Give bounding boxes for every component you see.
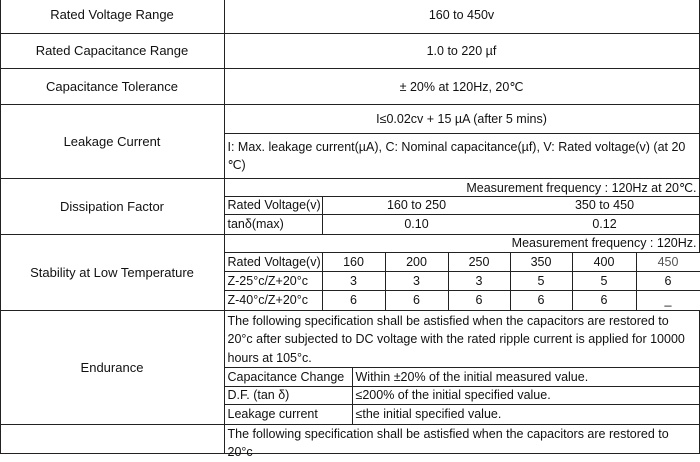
stability-header-cell: 350 [510,252,573,272]
endurance-item-value: ≤the initial specified value. [352,404,700,425]
voltage-range-2: 350 to 450 [575,198,634,212]
stability-cell: 3 [322,271,386,291]
stability-header-cell: Rated Voltage(v) [224,252,323,272]
stability-header-cell: 400 [572,252,637,272]
stability-frequency: Measurement frequency : 120Hz. [224,234,700,253]
voltage-range-1: 160 to 250 [387,198,446,212]
endurance-label: Endurance [0,310,225,425]
tolerance-value: ± 20% at 120Hz, 20℃ [224,68,700,105]
stability-cell: 6 [636,271,700,291]
stability-cell: 5 [572,271,637,291]
next-text: The following specification shall be ast… [224,424,700,454]
dissipation-frequency: Measurement frequency : 120Hz at 20℃. [224,178,700,197]
dissipation-label: Dissipation Factor [0,178,225,235]
leakage-formula: I≤0.02cv + 15 µA (after 5 mins) [224,104,700,134]
endurance-item-label: Leakage current [224,404,353,425]
stability-cell: 5 [510,271,573,291]
tolerance-label: Capacitance Tolerance [0,68,225,105]
endurance-item-value: Within ±20% of the initial measured valu… [352,367,700,387]
endurance-text: The following specification shall be ast… [224,310,700,368]
capacitance-value: 1.0 to 220 µf [224,33,700,69]
voltage-value: 160 to 450v [224,0,700,34]
stability-header-cell: 200 [385,252,449,272]
endurance-item-label: Capacitance Change [224,367,353,387]
tand-value-1: 0.10 [404,217,428,231]
endurance-item-value: ≤200% of the initial specified value. [352,386,700,405]
stability-label: Stability at Low Temperature [0,234,225,311]
stability-cell: _ [636,290,700,311]
stability-cell: 6 [572,290,637,311]
stability-cell: 6 [322,290,386,311]
stability-cell: 6 [448,290,511,311]
dissipation-header-label: Rated Voltage(v) [224,196,323,215]
stability-cell: 3 [385,271,449,291]
next-label [0,424,225,454]
stability-cell: Z-25°c/Z+20°c [224,271,323,291]
stability-cell: 6 [510,290,573,311]
stability-header-cell: 250 [448,252,511,272]
stability-cell: 6 [385,290,449,311]
tand-value-2: 0.12 [592,217,616,231]
stability-cell: Z-40°c/Z+20°c [224,290,323,311]
stability-cell: 3 [448,271,511,291]
endurance-item-label: D.F. (tan δ) [224,386,353,405]
leakage-label: Leakage Current [0,104,225,179]
capacitance-label: Rated Capacitance Range [0,33,225,69]
stability-header-cell: 160 [322,252,386,272]
tand-label: tanδ(max) [224,214,323,235]
stability-header-cell: 450 [636,252,700,272]
dissipation-header-values: 160 to 250 350 to 450 [322,196,700,215]
tand-values: 0.10 0.12 [322,214,700,235]
leakage-note: I: Max. leakage current(µA), C: Nominal … [224,133,700,179]
voltage-label: Rated Voltage Range [0,0,225,34]
